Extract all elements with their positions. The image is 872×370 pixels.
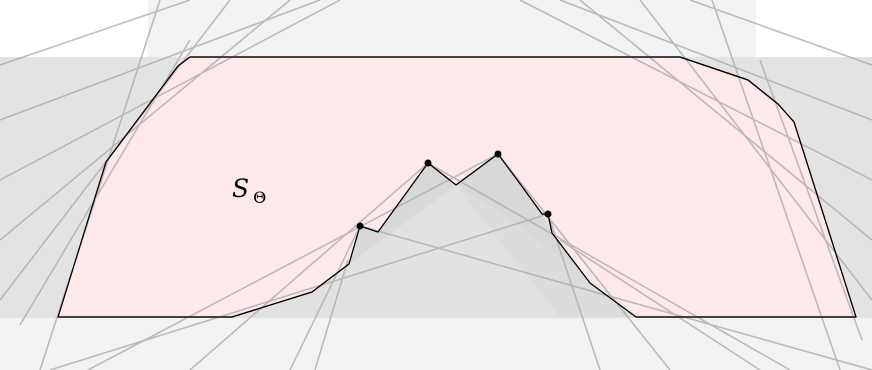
ray [427,162,791,370]
ray [49,213,549,370]
ray [0,0,191,66]
point [356,222,364,230]
ray [639,0,872,301]
wedge-bottom [232,185,640,317]
ray [39,0,161,370]
ray [689,0,872,66]
ray [559,0,872,121]
wedge-left [349,163,456,264]
marked-points [356,150,552,230]
ray [87,153,499,370]
feasible-region-outline [57,56,857,318]
ray [0,0,341,181]
point [424,159,432,167]
ray [559,239,761,370]
ray [359,225,872,370]
point [544,210,552,218]
wedge-right [456,154,636,317]
ray [314,259,349,370]
ray [0,0,321,121]
ray [0,0,291,241]
point [494,150,502,158]
cut-wedges [232,154,640,317]
ray [289,225,361,370]
ray [497,153,671,370]
ray [519,0,872,181]
region-label-main: S [232,174,249,203]
ray [711,0,841,370]
ray [189,162,429,370]
ray [579,0,872,241]
region-label-subscript: Θ [253,188,266,207]
bottom-band [0,318,872,370]
ray [759,59,863,341]
region-label: S Θ [232,174,266,207]
